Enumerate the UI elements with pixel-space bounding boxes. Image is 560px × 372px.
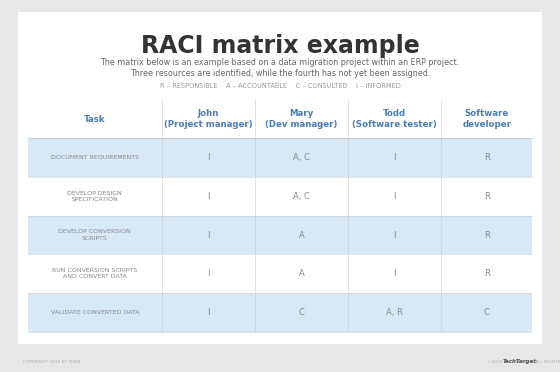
Text: RUN CONVERSION SCRIPTS
AND CONVERT DATA: RUN CONVERSION SCRIPTS AND CONVERT DATA bbox=[52, 268, 137, 279]
Text: VALIDATE CONVERTED DATA: VALIDATE CONVERTED DATA bbox=[50, 310, 139, 315]
Text: Three resources are identified, while the fourth has not yet been assigned.: Three resources are identified, while th… bbox=[130, 69, 430, 78]
Text: DEVELOP DESIGN
SPECIFICATION: DEVELOP DESIGN SPECIFICATION bbox=[67, 190, 122, 202]
Text: C: C bbox=[298, 308, 304, 317]
Text: DOCUMENT REQUIREMENTS: DOCUMENT REQUIREMENTS bbox=[51, 155, 139, 160]
FancyBboxPatch shape bbox=[28, 100, 532, 332]
Text: I: I bbox=[394, 153, 396, 162]
Text: R: R bbox=[484, 269, 489, 278]
Text: TechTarget: TechTarget bbox=[503, 359, 537, 364]
Text: Mary
(Dev manager): Mary (Dev manager) bbox=[265, 109, 338, 129]
Text: I: I bbox=[207, 231, 209, 240]
Text: R: R bbox=[484, 231, 489, 240]
FancyBboxPatch shape bbox=[18, 12, 542, 344]
Text: R – RESPONSIBLE    A – ACCOUNTABLE    C – CONSULTED    I – INFORMED: R – RESPONSIBLE A – ACCOUNTABLE C – CONS… bbox=[160, 83, 400, 89]
FancyBboxPatch shape bbox=[28, 254, 532, 293]
Text: R: R bbox=[484, 192, 489, 201]
FancyBboxPatch shape bbox=[28, 216, 532, 254]
Text: I: I bbox=[207, 192, 209, 201]
Text: A, R: A, R bbox=[386, 308, 403, 317]
Text: DEVELOP CONVERSION
SCRIPTS: DEVELOP CONVERSION SCRIPTS bbox=[58, 230, 131, 241]
Text: I: I bbox=[207, 308, 209, 317]
FancyBboxPatch shape bbox=[28, 293, 532, 332]
Text: I: I bbox=[394, 192, 396, 201]
Text: I: I bbox=[394, 231, 396, 240]
Text: ©2019 TECHTARGET, ALL RIGHTS RESERVED: ©2019 TECHTARGET, ALL RIGHTS RESERVED bbox=[487, 360, 560, 364]
Text: A: A bbox=[298, 231, 304, 240]
Text: C: C bbox=[484, 308, 489, 317]
Text: The matrix below is an example based on a data migration project within an ERP p: The matrix below is an example based on … bbox=[100, 58, 460, 67]
Text: I: I bbox=[207, 153, 209, 162]
Text: A, C: A, C bbox=[293, 153, 310, 162]
Text: A: A bbox=[298, 269, 304, 278]
Text: R: R bbox=[484, 153, 489, 162]
Text: A, C: A, C bbox=[293, 192, 310, 201]
Text: I: I bbox=[207, 269, 209, 278]
Text: John
(Project manager): John (Project manager) bbox=[164, 109, 253, 129]
Text: COPYRIGHT 2019 BY TEMA: COPYRIGHT 2019 BY TEMA bbox=[23, 360, 81, 364]
Text: Software
developer: Software developer bbox=[462, 109, 511, 129]
FancyBboxPatch shape bbox=[28, 138, 532, 177]
Text: Todd
(Software tester): Todd (Software tester) bbox=[352, 109, 437, 129]
Text: I: I bbox=[394, 269, 396, 278]
Text: RACI matrix example: RACI matrix example bbox=[141, 34, 419, 58]
FancyBboxPatch shape bbox=[28, 177, 532, 216]
Text: Task: Task bbox=[84, 115, 106, 124]
